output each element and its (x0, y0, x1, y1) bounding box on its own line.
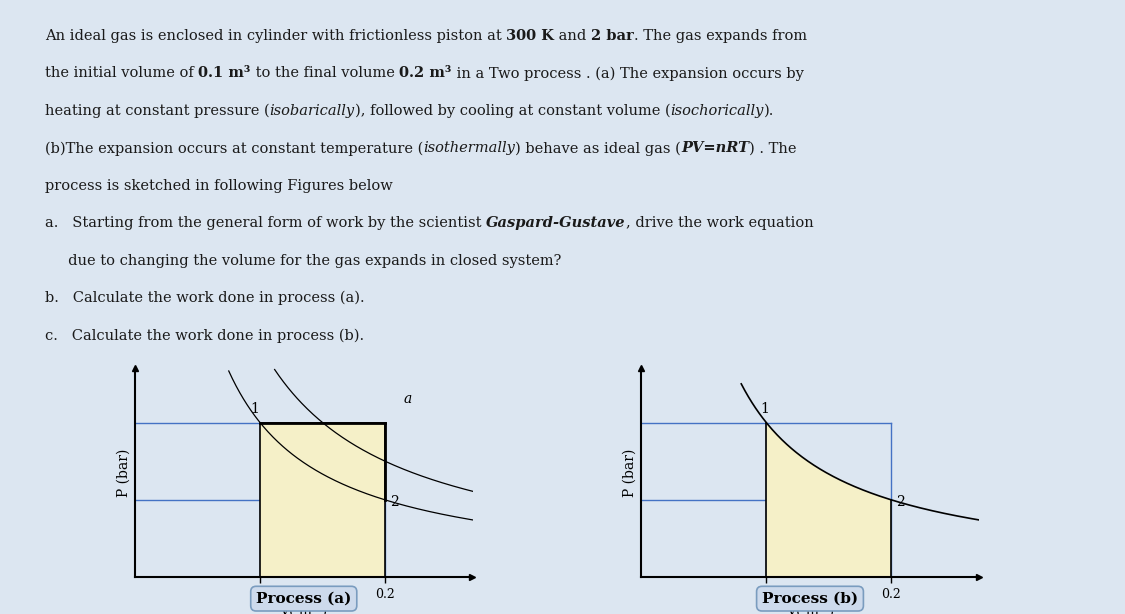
Text: to the final volume: to the final volume (251, 66, 399, 80)
Text: 300 K: 300 K (506, 29, 555, 43)
Text: PV=nRT: PV=nRT (681, 141, 749, 155)
Text: . The gas expands from: . The gas expands from (633, 29, 807, 43)
Text: 2 bar: 2 bar (591, 29, 633, 43)
Text: 2: 2 (897, 495, 904, 509)
Text: due to changing the volume for the gas expands in closed system?: due to changing the volume for the gas e… (45, 254, 561, 268)
Text: process is sketched in following Figures below: process is sketched in following Figures… (45, 179, 393, 193)
Text: isothermally: isothermally (423, 141, 515, 155)
Text: Process (a): Process (a) (256, 592, 351, 605)
Text: and: and (555, 29, 591, 43)
Text: 1: 1 (760, 402, 768, 416)
X-axis label: V( m³ ): V( m³ ) (280, 604, 327, 614)
Text: 0.2 m³: 0.2 m³ (399, 66, 451, 80)
X-axis label: V( m³ ): V( m³ ) (786, 604, 834, 614)
Text: the initial volume of: the initial volume of (45, 66, 198, 80)
Text: Process (b): Process (b) (762, 592, 858, 605)
Polygon shape (766, 422, 891, 577)
Text: , drive the work equation: , drive the work equation (626, 216, 813, 230)
Text: b.   Calculate the work done in process (a).: b. Calculate the work done in process (a… (45, 291, 365, 305)
Text: ).: ). (764, 104, 774, 118)
Text: ), followed by cooling at constant volume (: ), followed by cooling at constant volum… (354, 104, 670, 119)
Polygon shape (260, 422, 385, 577)
Text: Gaspard-Gustave: Gaspard-Gustave (486, 216, 626, 230)
Text: An ideal gas is enclosed in cylinder with frictionless piston at: An ideal gas is enclosed in cylinder wit… (45, 29, 506, 43)
Text: c.   Calculate the work done in process (b).: c. Calculate the work done in process (b… (45, 328, 365, 343)
Y-axis label: P (bar): P (bar) (623, 449, 637, 497)
Text: ) behave as ideal gas (: ) behave as ideal gas ( (515, 141, 681, 156)
Text: a: a (404, 392, 412, 406)
Text: 0.1 m³: 0.1 m³ (198, 66, 251, 80)
Text: in a Two process . (a) The expansion occurs by: in a Two process . (a) The expansion occ… (451, 66, 803, 81)
Text: ) . The: ) . The (749, 141, 796, 155)
Text: 1: 1 (250, 402, 259, 416)
Y-axis label: P (bar): P (bar) (117, 449, 130, 497)
Text: a.   Starting from the general form of work by the scientist: a. Starting from the general form of wor… (45, 216, 486, 230)
Text: isobarically: isobarically (270, 104, 354, 118)
Text: isochorically: isochorically (670, 104, 764, 118)
Text: (b)The expansion occurs at constant temperature (: (b)The expansion occurs at constant temp… (45, 141, 423, 156)
Text: heating at constant pressure (: heating at constant pressure ( (45, 104, 270, 119)
Text: 2: 2 (390, 495, 398, 509)
